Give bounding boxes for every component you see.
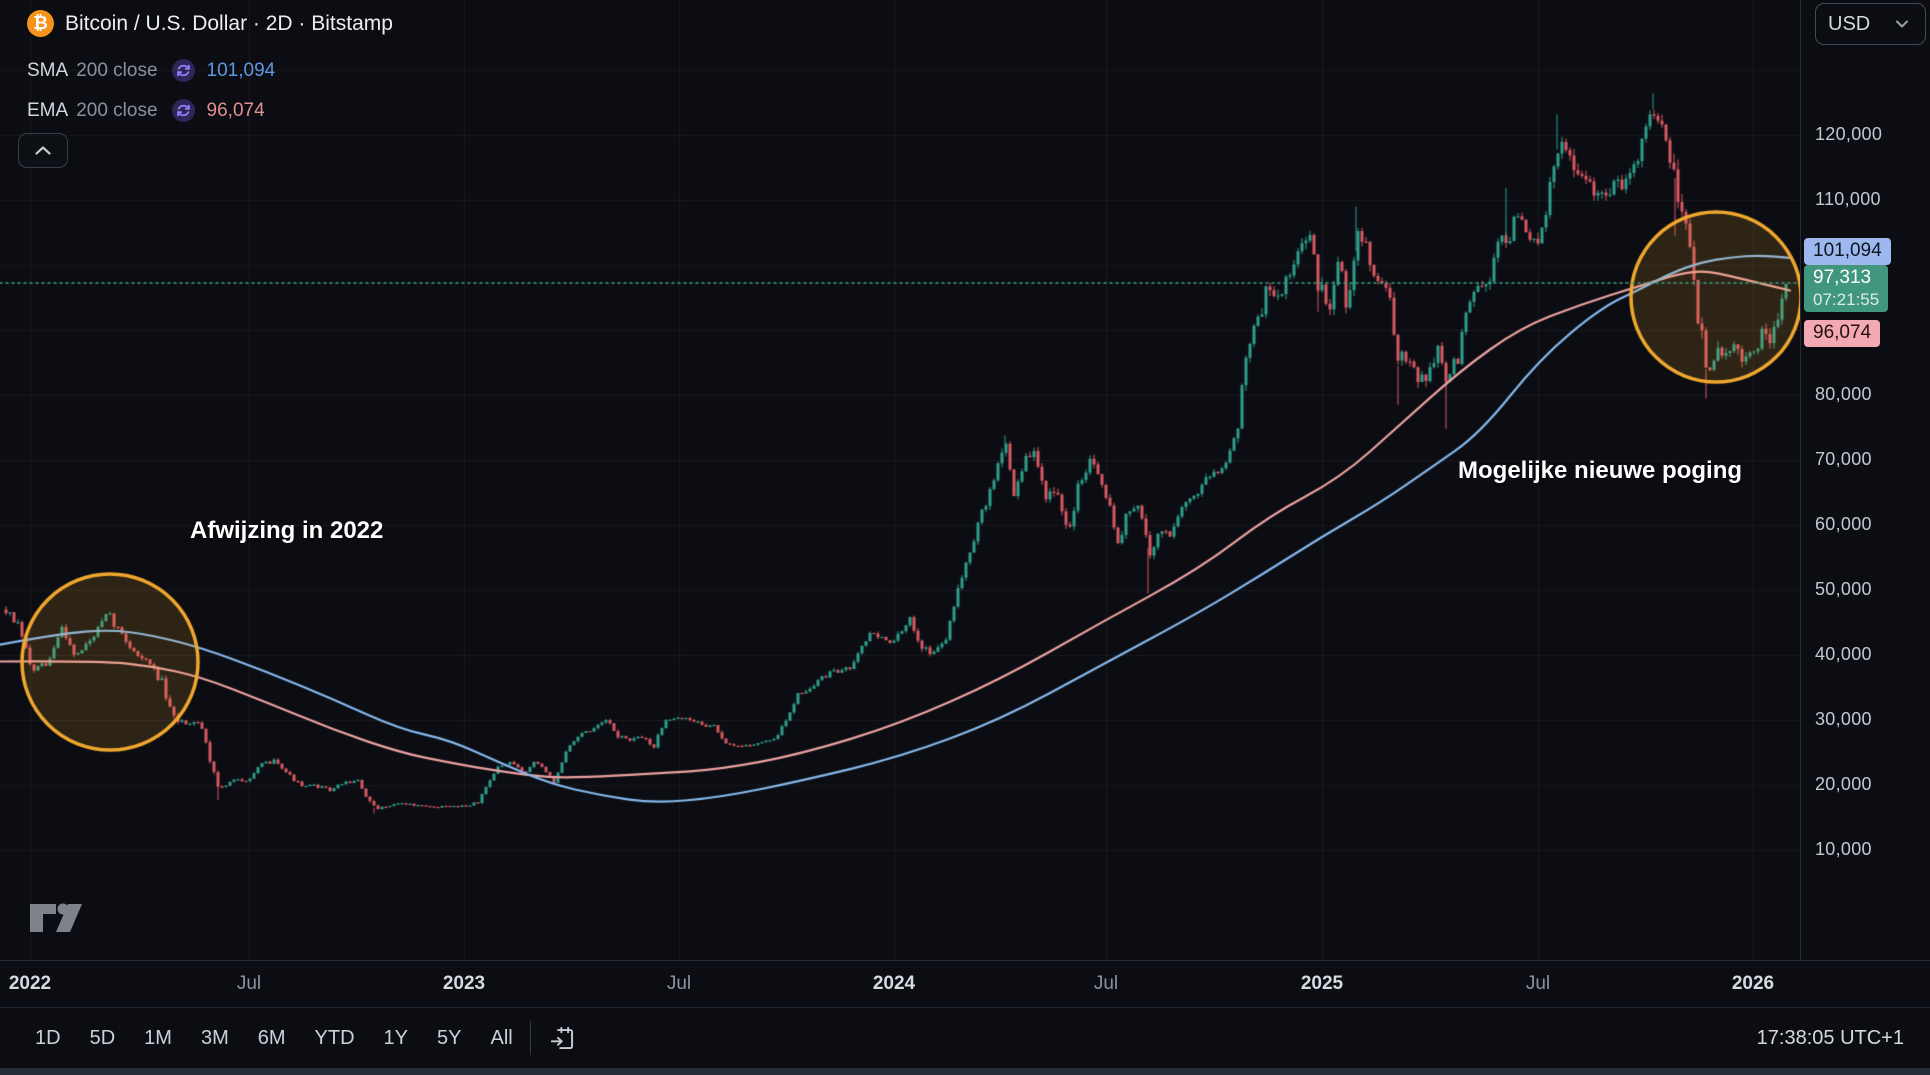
time-tick-label: 2022	[8, 973, 52, 994]
price-tick-label: 20,000	[1815, 774, 1872, 794]
toolbar-divider	[529, 1021, 531, 1055]
currency-dropdown[interactable]: USD	[1815, 3, 1926, 45]
range-button-1M[interactable]: 1M	[144, 1026, 172, 1049]
chevron-up-icon	[35, 146, 51, 155]
annotation-new-attempt[interactable]: Mogelijke nieuwe poging	[1458, 457, 1743, 484]
range-button-All[interactable]: All	[490, 1026, 513, 1049]
chevron-down-icon	[1896, 20, 1909, 28]
range-button-1Y[interactable]: 1Y	[383, 1026, 409, 1049]
annotation-rejection-2022[interactable]: Afwijzing in 2022	[190, 517, 384, 544]
range-buttons: 1D 5D 1M 3M 6M YTD 1Y 5Y All	[24, 1022, 524, 1055]
indicator-name: SMA	[27, 59, 69, 81]
range-button-1D[interactable]: 1D	[35, 1026, 61, 1049]
clock-display[interactable]: 17:38:05 UTC+1	[1756, 1026, 1904, 1049]
indicator-loading-icon[interactable]	[171, 99, 195, 122]
bar-countdown: 07:21:55	[1813, 290, 1880, 310]
price-tick-label: 120,000	[1815, 124, 1883, 144]
bottom-toolbar: 1D 5D 1M 3M 6M YTD 1Y 5Y All 17:38:05 UTC+1	[0, 1007, 1930, 1068]
price-tick-label: 70,000	[1815, 449, 1872, 469]
time-tick-label: 2023	[442, 973, 486, 994]
indicator-row-ema[interactable]: EMA 200 close 96,074	[27, 99, 265, 122]
bitcoin-logo-icon: ₿	[27, 10, 54, 37]
price-tick-label: 50,000	[1815, 579, 1872, 599]
price-tick-label: 10,000	[1815, 839, 1872, 859]
price-tick-label: 30,000	[1815, 709, 1872, 729]
tradingview-logo[interactable]	[28, 901, 90, 940]
panel-divider[interactable]	[0, 1068, 1930, 1075]
time-tick-label: Jul	[666, 973, 692, 994]
indicator-loading-icon[interactable]	[171, 59, 195, 82]
time-tick-label: Jul	[1093, 973, 1119, 994]
ema-value: 96,074	[206, 99, 265, 121]
current-price-label: 97,313 07:21:55	[1804, 265, 1889, 313]
range-button-3M[interactable]: 3M	[200, 1026, 229, 1049]
range-button-5D[interactable]: 5D	[89, 1026, 116, 1049]
price-chart-canvas[interactable]	[0, 0, 1800, 960]
calendar-arrow-icon	[550, 1026, 573, 1049]
range-button-5Y[interactable]: 5Y	[437, 1026, 462, 1049]
time-tick-label: 2025	[1300, 973, 1344, 994]
sma-value: 101,094	[206, 59, 276, 81]
range-button-YTD[interactable]: YTD	[314, 1026, 355, 1049]
go-to-date-button[interactable]	[541, 1021, 584, 1056]
collapse-legend-button[interactable]	[18, 133, 68, 168]
price-tick-label: 110,000	[1815, 189, 1881, 209]
sma-price-label: 101,094	[1804, 238, 1891, 266]
symbol-title[interactable]: Bitcoin / U.S. Dollar · 2D · Bitstamp	[65, 11, 393, 35]
indicator-row-sma[interactable]: SMA 200 close 101,094	[27, 59, 275, 82]
currency-label: USD	[1828, 12, 1871, 35]
time-tick-label: 2026	[1731, 973, 1775, 994]
time-tick-label: Jul	[236, 973, 262, 994]
range-button-6M[interactable]: 6M	[257, 1026, 286, 1049]
symbol-header[interactable]: ₿ Bitcoin / U.S. Dollar · 2D · Bitstamp	[27, 10, 393, 37]
indicator-params: 200 close	[76, 99, 158, 121]
price-tick-label: 60,000	[1815, 514, 1872, 534]
price-tick-label: 40,000	[1815, 644, 1872, 664]
time-axis[interactable]: 2022 Jul 2023 Jul 2024 Jul 2025 Jul 2026	[0, 960, 1930, 1007]
indicator-name: EMA	[27, 99, 69, 121]
time-tick-label: Jul	[1525, 973, 1551, 994]
indicator-params: 200 close	[76, 59, 158, 81]
time-tick-label: 2024	[872, 973, 916, 994]
price-axis[interactable]: 120,000 110,000 80,000 70,000 60,000 50,000 40…	[1800, 0, 1930, 960]
ema-price-label: 96,074	[1804, 320, 1881, 348]
price-tick-label: 80,000	[1815, 384, 1872, 404]
